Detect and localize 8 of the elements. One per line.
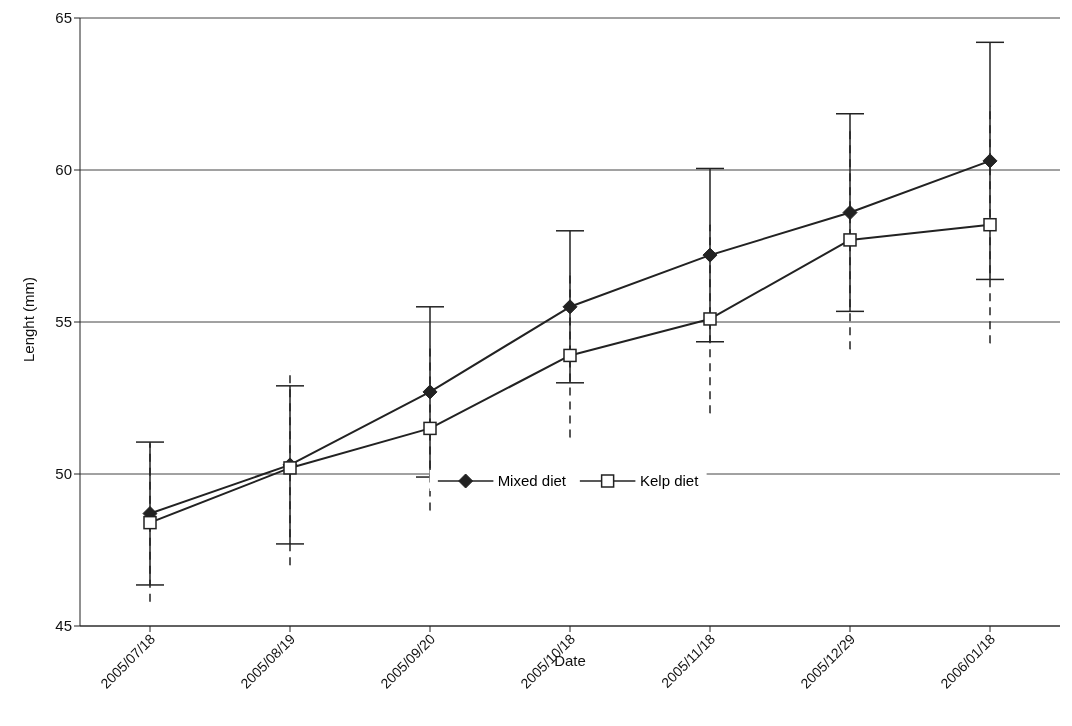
legend-label: Mixed diet xyxy=(497,472,566,489)
legend-label: Kelp diet xyxy=(640,472,699,489)
y-tick-label: 65 xyxy=(55,9,72,27)
y-tick-label: 55 xyxy=(55,313,72,331)
y-axis-title: Lenght (mm) xyxy=(20,276,38,362)
y-tick-label: 50 xyxy=(55,465,72,483)
y-tick-label: 45 xyxy=(55,617,72,635)
y-tick-label: 60 xyxy=(55,161,72,179)
